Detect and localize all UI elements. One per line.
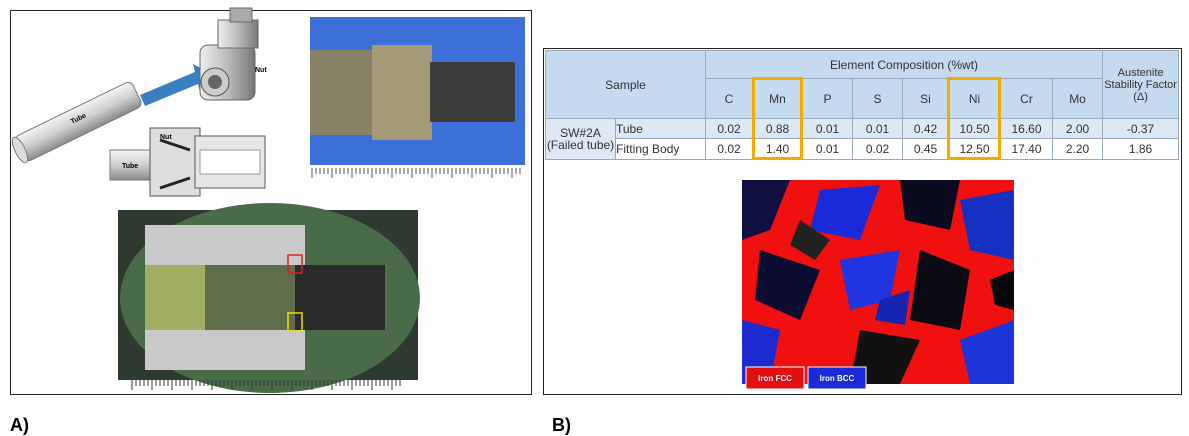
panel-label: A) [10,415,29,436]
value-cell: 17.40 [1001,139,1053,160]
element-header: C [706,79,753,119]
header-text: (Δ) [1133,91,1148,103]
group-cell: SW#2A (Failed tube) [546,119,616,160]
ebsd-map: Iron FCC Iron BCC [742,180,1014,389]
element-header: Si [903,79,949,119]
value-cell: 2.00 [1053,119,1103,139]
part-cell: Tube [616,119,706,139]
highlight-box [947,77,1001,160]
element-header: S [853,79,903,119]
value-cell: 16.60 [1001,119,1053,139]
element-header: P [803,79,853,119]
header-cell: Element Composition (%wt) [706,51,1103,79]
value-cell: 0.42 [903,119,949,139]
cross-section-photo [118,203,420,393]
element-header: Cr [1001,79,1053,119]
diagram-label: Tube [122,163,138,170]
panel-label: B) [552,415,571,436]
value-cell: 0.02 [706,139,753,160]
legend-label: Iron FCC [758,374,792,383]
part-cell: Fitting Body [616,139,706,160]
legend-label: Iron BCC [820,374,855,383]
value-cell: 0.02 [706,119,753,139]
element-header: Mo [1053,79,1103,119]
composition-table: Sample Element Composition (%wt) Austeni… [545,50,1179,160]
fitting-photo [310,17,525,185]
value-cell: 0.01 [803,119,853,139]
value-cell: 0.01 [853,119,903,139]
factor-cell: -0.37 [1103,119,1179,139]
value-cell: 0.02 [853,139,903,160]
header-cell: Sample [546,51,706,119]
diagram-label: Nut [255,67,267,74]
value-cell: 0.01 [803,139,853,160]
value-cell: 2.20 [1053,139,1103,160]
value-cell: 0.45 [903,139,949,160]
factor-cell: 1.86 [1103,139,1179,160]
header-cell: Austenite Stability Factor(Δ) [1103,51,1179,119]
header-text: Austenite Stability Factor [1104,67,1177,91]
diagram-label: Nut [160,134,172,141]
highlight-box [752,77,803,160]
page: Nut Tube Nut Tube [0,0,1189,436]
cross-section-diagram [110,128,265,196]
